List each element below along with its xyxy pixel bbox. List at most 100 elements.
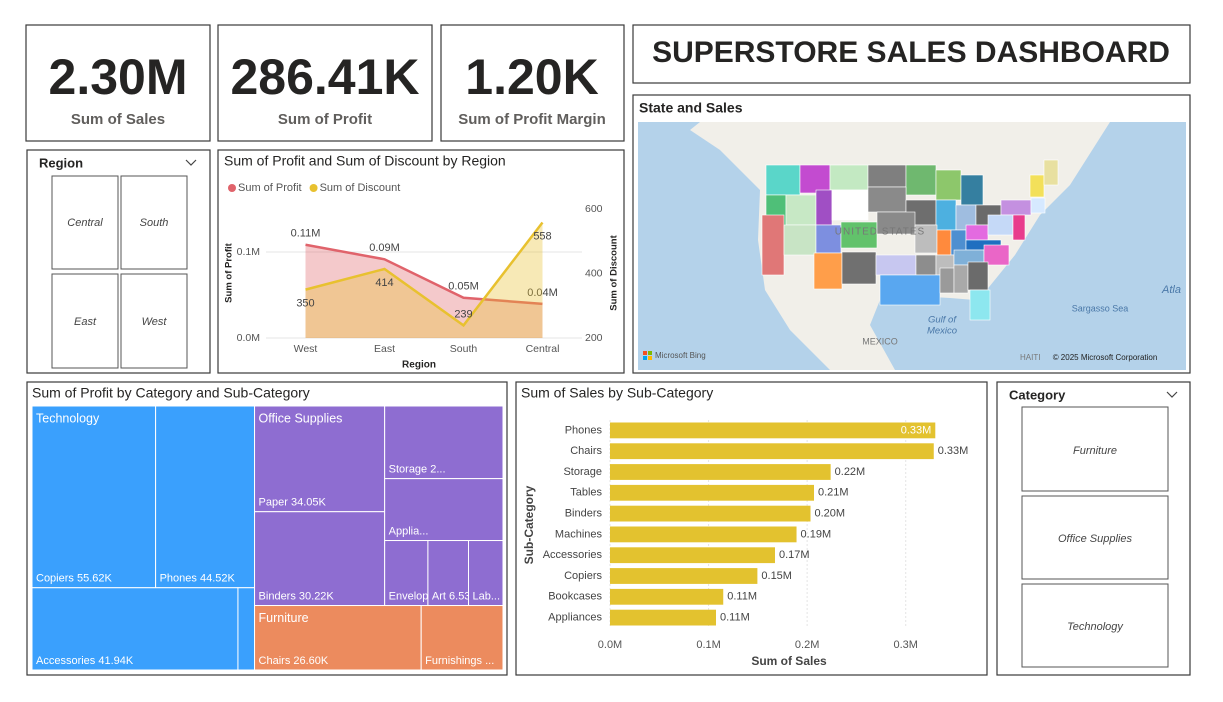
data-label: 0.20M	[815, 508, 846, 520]
y-tick-label: Storage	[563, 466, 602, 478]
y-tick-label: Accessories	[543, 549, 603, 561]
treemap-leaf	[31, 587, 239, 671]
chevron[interactable]	[185, 159, 197, 166]
treemap-leaf	[468, 540, 504, 607]
card-label: Sum of Profit	[278, 111, 372, 128]
bar	[610, 547, 775, 564]
data-label: 0.33M	[901, 424, 932, 436]
y2-tick-label: 400	[585, 267, 603, 279]
x-tick-label: 0.0M	[598, 639, 622, 651]
leaf-label: Binders 30.22K	[259, 590, 335, 602]
treemap-leaf	[427, 540, 470, 607]
map-label: MEXICO	[862, 336, 898, 346]
slicer-tile[interactable]	[51, 273, 119, 369]
card	[25, 24, 211, 142]
title-box	[632, 24, 1191, 84]
leaf-label: Phones 44.52K	[160, 573, 236, 585]
card-label: Sum of Sales	[71, 111, 165, 128]
chart-title: Sum of Sales by Sub-Category	[521, 385, 713, 401]
x-tick-label: 0.2M	[795, 639, 819, 651]
card-value: 286.41K	[230, 49, 419, 105]
bar	[610, 464, 831, 480]
legend-swatch	[309, 184, 318, 192]
data-label: 0.21M	[818, 487, 849, 499]
group-label: Furniture	[259, 611, 309, 625]
slicer-item: West	[142, 316, 168, 328]
slicer-title: Region	[39, 155, 83, 170]
area	[305, 244, 543, 338]
leaf-label: Copiers 55.62K	[36, 573, 112, 585]
leaf-label: Furnishings ...	[425, 655, 494, 667]
group-label: Office Supplies	[259, 411, 343, 425]
slicer-item: South	[140, 217, 169, 229]
data-label: 0.22M	[835, 466, 866, 478]
x-tick-label: 0.3M	[893, 639, 917, 651]
treemap-leaf	[155, 405, 256, 589]
map-label: UNITED STATES	[835, 227, 925, 238]
bar	[610, 484, 815, 501]
states	[761, 159, 1059, 321]
legend-label: Sum of Profit	[238, 182, 302, 194]
slicer-tile[interactable]	[1021, 495, 1169, 580]
y-tick-label: Phones	[565, 424, 603, 436]
leaf-label: Art 6.53K	[432, 590, 479, 602]
chevron[interactable]	[1166, 391, 1178, 398]
data-label: 0.05M	[448, 281, 479, 293]
card	[440, 24, 625, 142]
data-label: 558	[533, 230, 551, 242]
y-tick-label: Chairs	[570, 445, 602, 457]
y-tick-label: Bookcases	[548, 591, 602, 603]
leaf-label: Chairs 26.60K	[259, 655, 329, 667]
leaf-label: Accessories 41.94K	[36, 655, 134, 667]
y2-tick-label: 600	[585, 203, 603, 215]
bar	[610, 568, 758, 584]
line	[305, 221, 544, 328]
slicer-item: Office Supplies	[1058, 533, 1132, 545]
data-label: 414	[375, 277, 393, 289]
card	[217, 24, 433, 142]
y-tick-label: Binders	[565, 508, 603, 520]
treemap-leaf	[254, 405, 386, 513]
y-tick-label: Tables	[570, 487, 602, 499]
slicer-tile[interactable]	[51, 175, 119, 270]
map-provider: Microsoft Bing	[655, 351, 706, 360]
data-label: 0.11M	[720, 612, 750, 624]
slicer-item: East	[74, 316, 97, 328]
treemap-leaf	[237, 587, 256, 671]
chart-panel	[217, 149, 625, 374]
leaf-label: Applia...	[389, 525, 429, 537]
data-label: 0.04M	[527, 287, 558, 299]
slicer-item: Furniture	[1073, 445, 1117, 457]
y-tick-label: Appliances	[548, 612, 602, 624]
data-label: 0.11M	[291, 228, 321, 240]
bar	[610, 505, 811, 522]
slicer-item: Central	[67, 217, 103, 229]
chart-title: Sum of Profit and Sum of Discount by Reg…	[224, 153, 506, 169]
y2-axis-title: Sum of Discount	[609, 234, 620, 310]
card-value: 2.30M	[49, 49, 188, 105]
map-attribution: © 2025 Microsoft Corporation	[1053, 353, 1158, 362]
slicer-tile[interactable]	[1021, 583, 1169, 668]
map-label: Gulf of	[928, 315, 957, 326]
data-label: 350	[296, 298, 314, 310]
data-label: 239	[454, 308, 472, 320]
card-value: 1.20K	[465, 49, 598, 105]
area	[305, 222, 543, 338]
map-label: HAITI	[1020, 353, 1040, 362]
treemap-leaf	[31, 405, 157, 589]
leaf-label: Paper 34.05K	[259, 497, 327, 509]
y-tick-label: Copiers	[564, 570, 602, 582]
chart-title: Sum of Profit by Category and Sub-Catego…	[32, 385, 310, 401]
map: UNITED STATES MEXICO Gulf of Mexico Sarg…	[638, 122, 1186, 370]
data-label: 0.33M	[938, 445, 969, 457]
y-tick-label: 0.0M	[237, 332, 260, 344]
slicer-tile[interactable]	[120, 175, 188, 270]
map-label: Sargasso Sea	[1072, 303, 1129, 313]
bar	[610, 422, 936, 439]
slicer-tile[interactable]	[1021, 406, 1169, 492]
slicer-title: Category	[1009, 387, 1066, 402]
x-tick-label: South	[450, 343, 478, 355]
slicer-tile[interactable]	[120, 273, 188, 369]
treemap-leaf	[384, 405, 504, 480]
